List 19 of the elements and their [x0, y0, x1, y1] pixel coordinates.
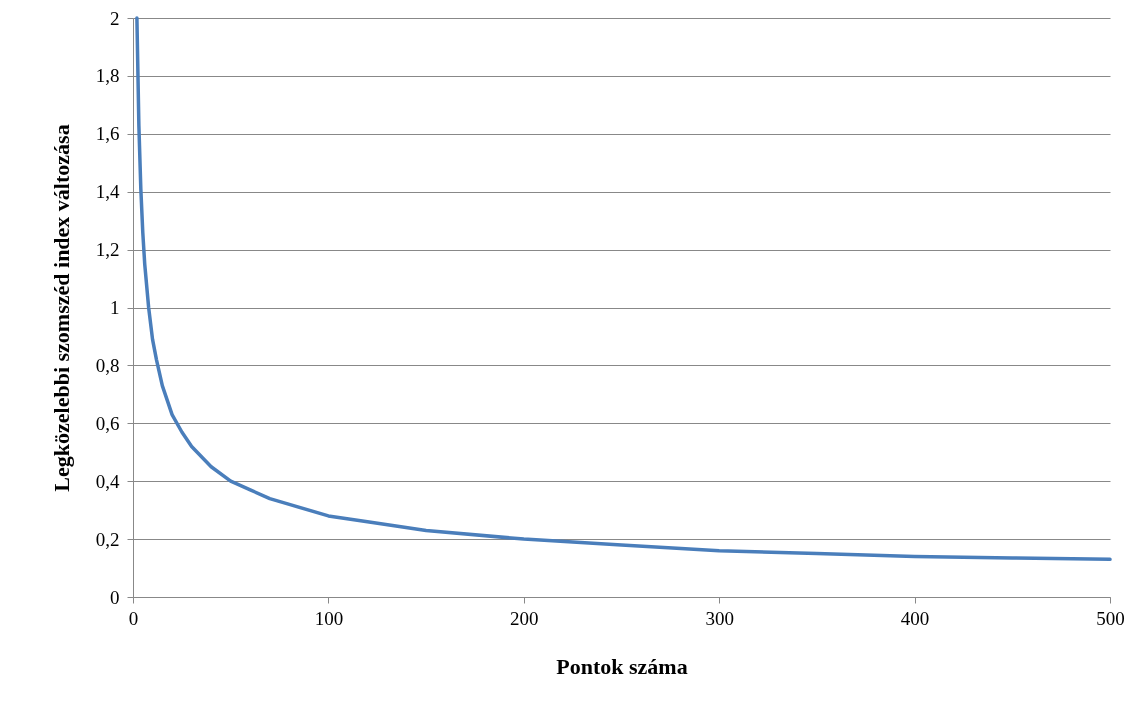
y-axis-title: Legközelebbi szomszéd index változása	[48, 124, 74, 492]
y-tick-label: 1,2	[95, 239, 120, 261]
y-tick-label: 0,4	[95, 470, 120, 492]
y-tick-label: 1,4	[95, 181, 120, 203]
y-tick-label: 1,6	[95, 123, 120, 145]
y-tick-label: 0,6	[95, 412, 120, 434]
y-tick-label: 2	[110, 7, 120, 29]
x-tick-label: 500	[1096, 607, 1125, 629]
x-tick-label: 0	[128, 607, 139, 629]
y-tick-label: 1	[110, 297, 120, 318]
x-tick-label: 400	[900, 607, 930, 629]
y-tick-label: 1,8	[95, 65, 120, 87]
y-tick-label: 0,8	[95, 354, 120, 376]
x-tick-label: 100	[314, 607, 344, 629]
y-tick-label: 0,2	[95, 528, 120, 550]
x-tick-label: 200	[510, 607, 539, 629]
x-axis-title: Pontok száma	[556, 653, 688, 679]
y-tick-label: 0	[110, 586, 120, 608]
x-tick-label: 300	[705, 607, 734, 629]
